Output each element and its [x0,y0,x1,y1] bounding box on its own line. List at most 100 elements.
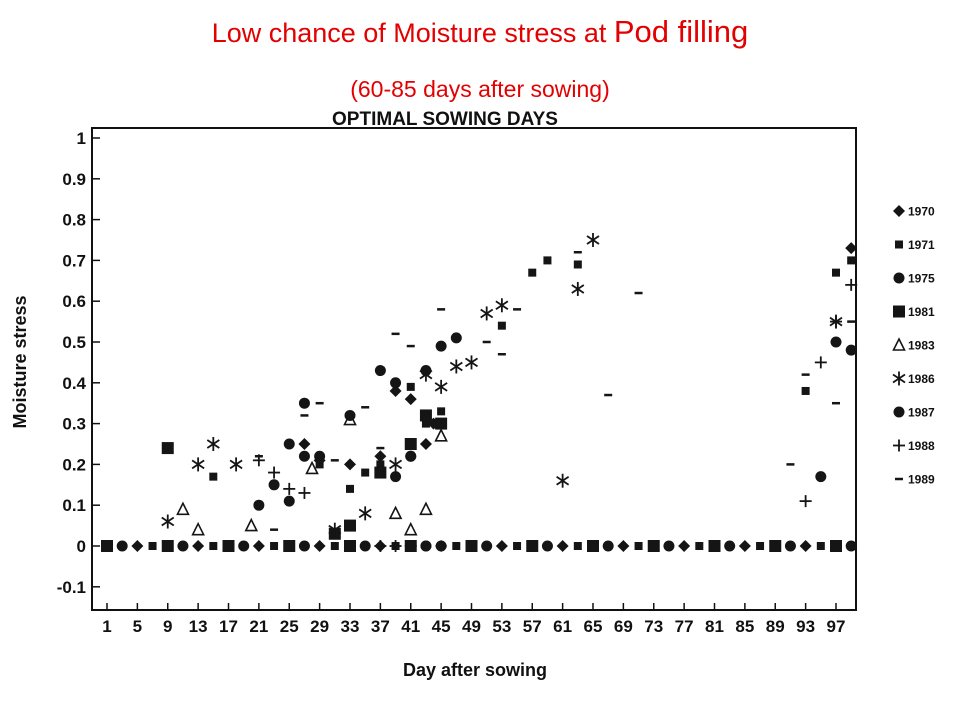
x-tick-label: 85 [735,617,754,636]
point-1981 [374,466,387,479]
point-1971 [361,468,370,477]
point-1986 [465,355,478,370]
baseline-marker [465,540,478,552]
baseline-marker [784,540,796,552]
slide-subtitle: (60-85 days after sowing) [350,76,610,102]
x-tick-label: 5 [133,617,142,636]
point-1987 [344,409,356,421]
point-1986 [556,473,570,488]
baseline-marker [634,542,643,550]
legend-label: 1989 [908,473,935,487]
x-tick-label: 65 [584,617,603,636]
point-1986 [229,457,243,472]
point-1970 [374,450,387,463]
point-1986 [571,281,585,296]
point-1986 [586,233,600,247]
series-1970 [298,242,858,471]
point-1988 [814,356,827,369]
point-1975 [283,438,295,450]
point-1983 [419,501,433,516]
point-1986 [161,514,175,529]
point-1981 [161,442,174,455]
point-1983 [434,428,448,442]
baseline-marker [177,540,189,552]
x-tick-label: 45 [432,617,451,636]
legend-marker-1987 [893,406,905,418]
x-tick-label: 33 [341,617,360,636]
y-tick-label: 0.3 [62,415,86,434]
baseline-marker [756,542,765,550]
point-1986 [191,457,205,472]
baseline-marker [663,540,675,552]
point-1987 [283,495,295,507]
point-1971 [346,484,354,493]
x-tick-label: 97 [827,617,846,636]
baseline-marker [695,542,704,550]
series-1971 [209,256,856,493]
slide-title-main: Low chance of Moisture stress at [211,18,614,48]
x-tick-label: 77 [675,617,694,636]
point-1970 [404,393,417,406]
baseline-marker [131,540,144,552]
point-1987 [253,499,265,511]
point-1971 [543,256,552,265]
series-1975 [283,336,857,552]
series-1989 [254,250,856,531]
y-tick-label: 0 [77,537,86,556]
point-1986 [206,437,220,451]
point-1983 [305,460,319,475]
legend-label: 1983 [908,339,935,353]
legend-label: 1971 [908,238,935,252]
point-1987 [314,450,326,462]
x-tick-label: 37 [371,617,390,636]
x-axis: 1 5 9 13 17 21 25 29 33 37 41 45 49 53 57 61 65 69 73 77 81 8… [102,603,845,636]
point-1975 [435,540,447,552]
baseline-marker [344,540,356,552]
legend: 1970 1971 1975 1981 1983 1986 1987 1988 1989 [892,205,935,487]
point-1986 [328,522,342,537]
point-1988 [830,315,842,328]
baseline-marker [556,540,569,552]
x-tick-label: 41 [401,617,420,636]
chart-title: OPTIMAL SOWING DAYS [332,109,558,130]
point-1988 [845,278,858,291]
baseline-marker [769,540,782,552]
legend-marker-1981 [893,305,905,318]
y-axis-label: Moisture stress [10,295,30,428]
point-1986 [495,298,509,313]
slide-title-emphasis: Pod filling [613,14,749,49]
point-1988 [283,482,296,495]
legend-marker-1971 [895,240,903,249]
x-tick-label: 49 [462,617,481,636]
baseline-marker [830,540,842,552]
x-tick-label: 9 [163,617,172,636]
point-1987 [298,397,310,409]
point-1971 [376,460,385,469]
point-1971 [801,386,810,395]
point-1983 [403,521,418,536]
point-1971 [421,419,430,428]
point-1971 [528,268,537,277]
baseline-marker [161,540,174,552]
point-1975 [420,540,432,552]
legend-label: 1975 [908,272,935,286]
x-tick-label: 69 [614,617,633,636]
point-1983 [244,517,259,532]
baseline-marker [513,542,522,550]
baseline-marker [816,542,825,550]
x-tick-label: 89 [766,617,785,636]
point-1987 [268,479,280,491]
point-1971 [437,407,446,416]
point-1987 [435,340,447,352]
point-1975 [390,471,402,483]
point-1975 [845,344,857,356]
point-1981 [435,417,448,430]
baseline-marker [313,540,326,552]
baseline-marker [209,542,218,550]
y-tick-label: 0.9 [62,170,86,189]
point-1986 [389,457,403,472]
y-tick-label: 0.6 [62,292,86,311]
point-1970 [389,384,402,397]
point-1981 [344,519,356,532]
baseline-marker [845,540,857,552]
